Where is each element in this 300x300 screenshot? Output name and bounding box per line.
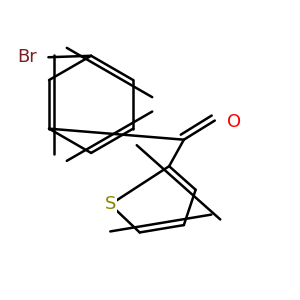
Text: O: O bbox=[226, 113, 241, 131]
Text: S: S bbox=[105, 196, 116, 214]
Text: Br: Br bbox=[17, 48, 37, 66]
